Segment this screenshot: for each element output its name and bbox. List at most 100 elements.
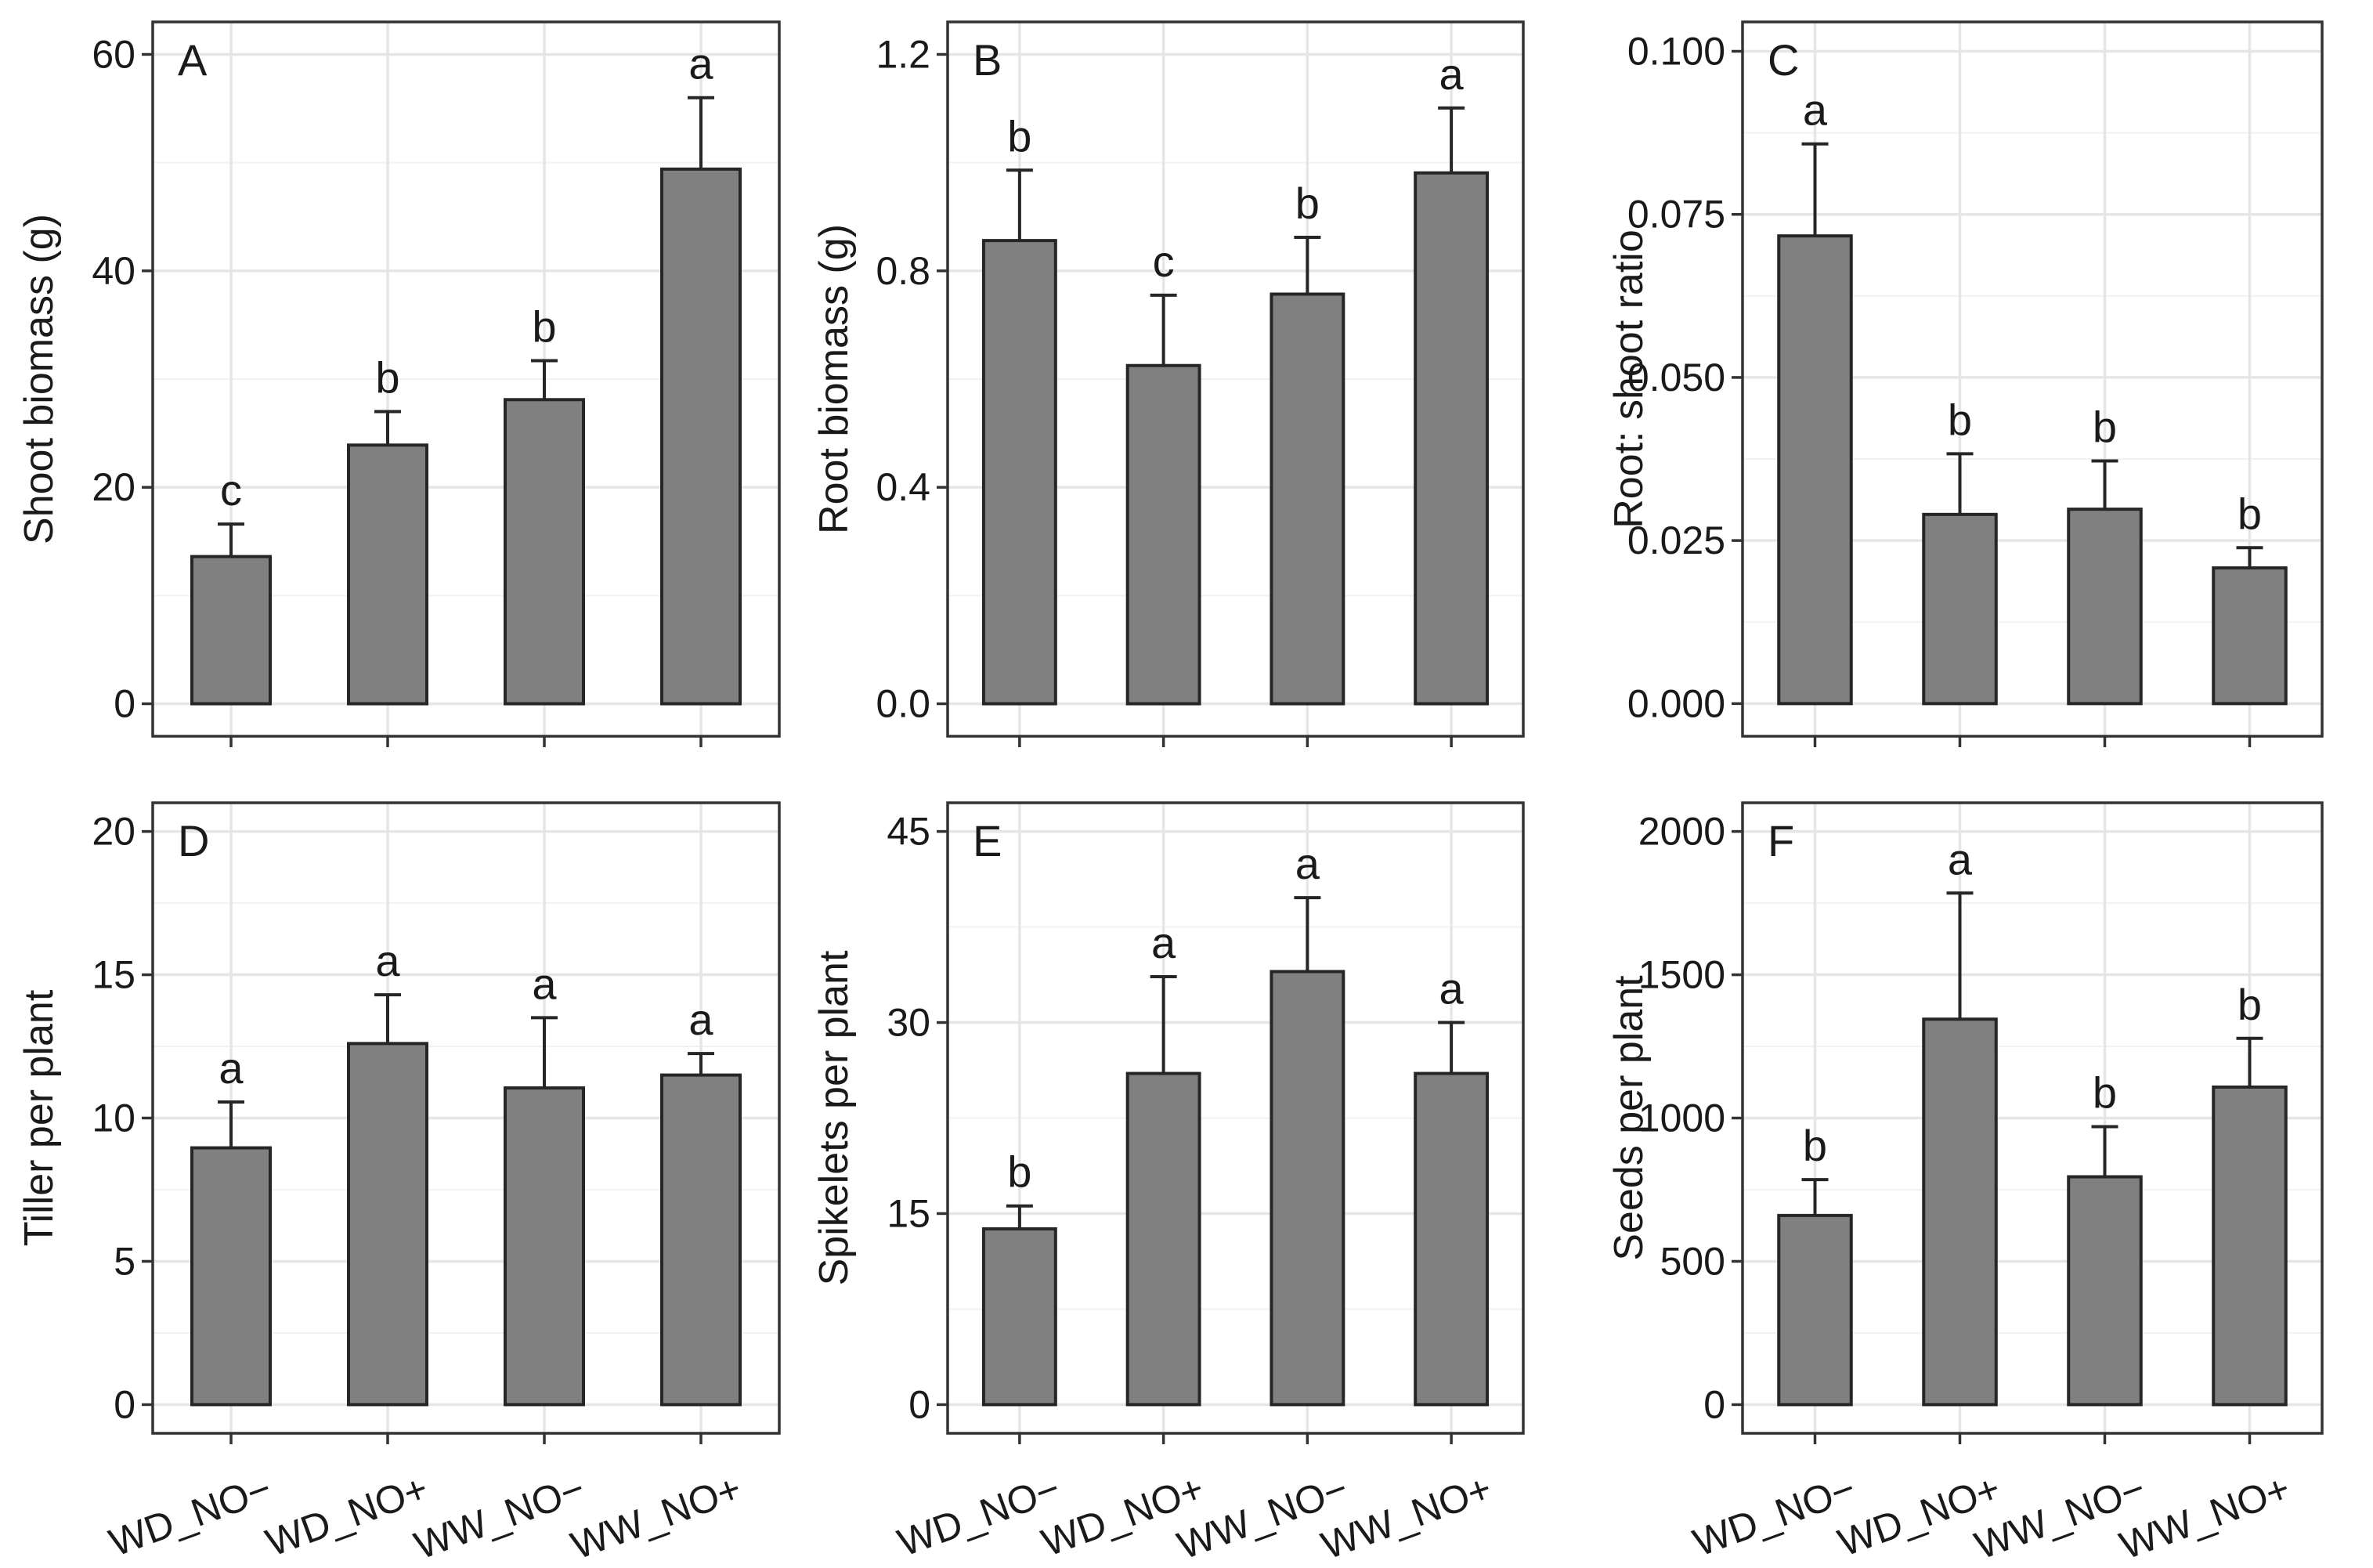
panel-label: B xyxy=(973,35,1002,85)
panel-label: F xyxy=(1768,816,1794,865)
significance-letter: a xyxy=(1948,834,1973,883)
y-tick-label: 30 xyxy=(887,1001,930,1045)
plot-frame xyxy=(151,20,781,738)
y-tick-label: 1.2 xyxy=(876,32,930,76)
bar xyxy=(1777,1213,1853,1407)
significance-letter: a xyxy=(375,936,400,985)
y-tick-label: 2000 xyxy=(1638,810,1725,854)
y-tick-label: 0.100 xyxy=(1627,29,1725,73)
y-tick-label: 0 xyxy=(114,682,135,726)
bar xyxy=(1125,1071,1201,1407)
x-tick-label: WD_NO− xyxy=(892,1466,1065,1564)
bar xyxy=(2067,508,2143,706)
bar xyxy=(1414,171,1490,706)
significance-letter: a xyxy=(688,995,713,1044)
y-tick-label: 60 xyxy=(92,32,135,76)
bar xyxy=(190,555,272,706)
y-tick-label: 0.050 xyxy=(1627,356,1725,399)
significance-letter: a xyxy=(1151,918,1176,967)
significance-letter: b xyxy=(2093,403,2117,452)
y-axis-title: Root: shoot ratio xyxy=(1606,229,1652,529)
x-tick-label: WD_NO− xyxy=(1688,1466,1861,1564)
bar xyxy=(2067,1175,2143,1407)
significance-letter: b xyxy=(1007,111,1031,161)
y-tick-label: 0.075 xyxy=(1627,193,1725,237)
y-axis-title: Shoot biomass (g) xyxy=(16,214,62,544)
y-tick-label: 500 xyxy=(1660,1239,1725,1283)
y-tick-label: 0.000 xyxy=(1627,681,1725,725)
panel-label: C xyxy=(1768,35,1799,85)
panel-label: E xyxy=(973,816,1002,865)
bar xyxy=(1270,970,1345,1407)
x-tick-label: WD_NO− xyxy=(103,1466,276,1564)
bar xyxy=(190,1146,272,1407)
panel-f: babb0500100015002000WD_NO−WD_NO+WW_NO−WW… xyxy=(1606,801,2324,1568)
y-axis-title: Seeds per plant xyxy=(1606,975,1652,1261)
significance-letter: a xyxy=(1439,49,1465,99)
panel-a: c b b a 0 20 40 60 Shoot biomass (g) A xyxy=(16,20,781,747)
y-tick-label: 10 xyxy=(92,1097,135,1140)
y-axis-title: Spikelets per plant xyxy=(811,950,857,1285)
plot-frame xyxy=(946,20,1525,738)
bar xyxy=(504,1086,585,1407)
bar xyxy=(1125,363,1201,706)
bar xyxy=(504,398,585,706)
significance-letter: b xyxy=(532,302,556,352)
significance-letter: b xyxy=(1803,1121,1827,1170)
bar xyxy=(1922,512,1998,706)
y-tick-label: 15 xyxy=(92,953,135,997)
significance-letter: a xyxy=(1295,839,1320,888)
y-tick-label: 0 xyxy=(114,1382,135,1426)
x-tick-label: WW_NO+ xyxy=(2114,1466,2295,1564)
significance-letter: a xyxy=(688,39,713,89)
y-tick-label: 0 xyxy=(1703,1382,1725,1426)
y-axis-title: Root biomass (g) xyxy=(811,224,857,534)
significance-letter: b xyxy=(2238,980,2262,1029)
y-tick-label: 0 xyxy=(908,1382,930,1426)
x-tick-label: WD_NO+ xyxy=(260,1466,433,1564)
plot-frame xyxy=(946,801,1525,1435)
significance-letter: b xyxy=(1007,1147,1031,1197)
x-tick-label: WW_NO+ xyxy=(565,1466,747,1564)
y-tick-label: 0.8 xyxy=(876,249,930,293)
bar xyxy=(1922,1017,1998,1407)
y-tick-label: 1000 xyxy=(1638,1097,1725,1140)
y-tick-label: 1500 xyxy=(1638,953,1725,997)
x-tick-label: WW_NO− xyxy=(409,1466,591,1564)
significance-letter: a xyxy=(219,1043,244,1093)
significance-letter: b xyxy=(2093,1068,2117,1117)
significance-letter: a xyxy=(1439,964,1465,1013)
bar xyxy=(1270,292,1345,706)
bar xyxy=(981,1227,1057,1407)
y-tick-label: 15 xyxy=(887,1191,930,1235)
y-tick-label: 20 xyxy=(92,810,135,854)
significance-letter: a xyxy=(1803,85,1828,135)
bar xyxy=(660,1073,742,1407)
y-tick-label: 0.0 xyxy=(876,682,930,726)
panel-c: a b b b 0.000 0.025 0.050 0.075 0.100 Root: shoot… xyxy=(1606,20,2324,747)
significance-letter: c xyxy=(220,465,242,515)
bar xyxy=(1777,234,1853,706)
y-tick-label: 0.025 xyxy=(1627,518,1725,562)
plot-frame xyxy=(1741,20,2324,738)
panel-label: D xyxy=(178,816,209,865)
significance-letter: b xyxy=(1948,395,1972,444)
panel-label: A xyxy=(178,35,208,85)
panel-d: a a a a 0 5 10 15 20 WD_NO−WD_NO+WW_NO−WW_NO+ Till… xyxy=(16,801,781,1568)
bar xyxy=(347,1042,428,1407)
y-axis-title: Tiller per plant xyxy=(16,989,62,1246)
significance-letter: b xyxy=(1295,179,1320,228)
y-tick-label: 5 xyxy=(114,1239,135,1283)
y-tick-label: 40 xyxy=(92,249,135,293)
significance-letter: b xyxy=(2238,489,2262,538)
y-tick-label: 45 xyxy=(887,810,930,854)
significance-letter: b xyxy=(375,352,399,402)
significance-letter: c xyxy=(1153,237,1175,286)
panel-b: b c b a 0.0 0.4 0.8 1.2 Root biomass (g) B xyxy=(811,20,1525,747)
bar xyxy=(660,167,742,706)
y-tick-label: 20 xyxy=(92,465,135,509)
bar xyxy=(2212,566,2288,706)
bar xyxy=(981,239,1057,706)
